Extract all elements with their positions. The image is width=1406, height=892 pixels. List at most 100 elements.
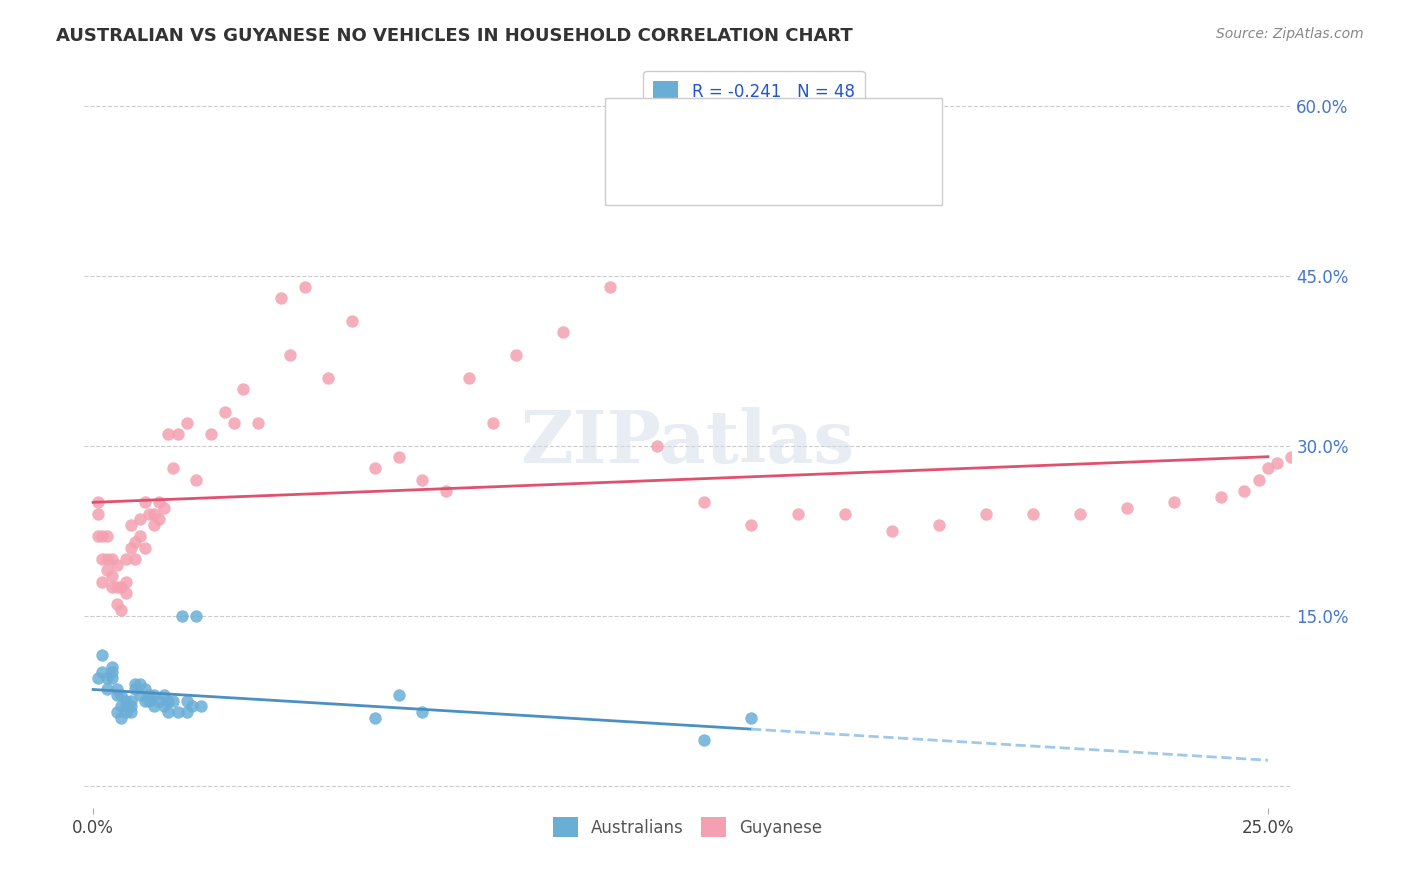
Point xyxy=(505,348,527,362)
Point xyxy=(115,574,138,589)
Point xyxy=(87,671,110,685)
Point xyxy=(110,699,132,714)
Point xyxy=(645,439,668,453)
Point xyxy=(120,699,142,714)
Point xyxy=(91,648,114,663)
Point xyxy=(105,558,128,572)
Point xyxy=(364,461,387,475)
Point xyxy=(434,484,457,499)
Point xyxy=(411,473,433,487)
Point xyxy=(148,495,170,509)
Point xyxy=(740,518,762,533)
Point xyxy=(172,608,194,623)
Point xyxy=(166,427,188,442)
Point xyxy=(91,665,114,680)
Point xyxy=(157,427,180,442)
Point xyxy=(270,292,292,306)
Point xyxy=(101,552,124,566)
Point xyxy=(166,705,188,719)
Point xyxy=(96,529,118,543)
Point xyxy=(280,348,302,362)
Point xyxy=(87,507,110,521)
Point xyxy=(232,382,254,396)
Point xyxy=(110,688,132,702)
Legend: Australians, Guyanese: Australians, Guyanese xyxy=(547,810,830,844)
Point xyxy=(316,371,339,385)
Point xyxy=(129,677,152,691)
Point xyxy=(134,541,156,555)
Point xyxy=(124,682,146,697)
Point xyxy=(880,524,903,538)
Point xyxy=(834,507,856,521)
Point xyxy=(110,603,132,617)
Point xyxy=(129,529,152,543)
Point xyxy=(120,518,142,533)
Point xyxy=(162,461,184,475)
Point xyxy=(1281,450,1303,464)
Point xyxy=(190,699,212,714)
Point xyxy=(87,529,110,543)
Point xyxy=(115,705,138,719)
Point xyxy=(340,314,363,328)
Point xyxy=(105,682,128,697)
Point xyxy=(129,512,152,526)
Point xyxy=(101,569,124,583)
Point xyxy=(101,660,124,674)
Point xyxy=(186,608,208,623)
Point xyxy=(110,581,132,595)
Point xyxy=(143,699,166,714)
Point xyxy=(740,711,762,725)
Point xyxy=(481,416,503,430)
Point xyxy=(134,682,156,697)
Point xyxy=(120,705,142,719)
Point xyxy=(134,694,156,708)
Point xyxy=(1069,507,1091,521)
Point xyxy=(928,518,950,533)
Point xyxy=(157,705,180,719)
Point xyxy=(162,694,184,708)
Point xyxy=(222,416,245,430)
Point xyxy=(96,552,118,566)
Point xyxy=(387,450,409,464)
Point xyxy=(186,473,208,487)
Point xyxy=(974,507,997,521)
Point xyxy=(1247,473,1270,487)
Point xyxy=(1257,461,1279,475)
Point xyxy=(1303,439,1326,453)
Point xyxy=(152,688,174,702)
Point xyxy=(787,507,810,521)
Point xyxy=(124,677,146,691)
Point xyxy=(101,671,124,685)
Point xyxy=(143,507,166,521)
Point xyxy=(1116,501,1139,516)
Point xyxy=(96,682,118,697)
Point xyxy=(693,495,716,509)
Point xyxy=(120,694,142,708)
Point xyxy=(157,694,180,708)
Point xyxy=(143,518,166,533)
Point xyxy=(176,416,198,430)
Point xyxy=(176,705,198,719)
Point xyxy=(1022,507,1045,521)
Point xyxy=(124,552,146,566)
Point xyxy=(120,541,142,555)
Point xyxy=(411,705,433,719)
Point xyxy=(551,326,574,340)
Point xyxy=(176,694,198,708)
Point xyxy=(129,688,152,702)
Point xyxy=(138,688,160,702)
Point xyxy=(693,733,716,747)
Point xyxy=(115,694,138,708)
Point xyxy=(180,699,202,714)
Point xyxy=(200,427,222,442)
Point xyxy=(148,512,170,526)
Point xyxy=(110,711,132,725)
Point xyxy=(1267,456,1289,470)
Point xyxy=(115,699,138,714)
Point xyxy=(101,581,124,595)
Point xyxy=(115,586,138,600)
Point xyxy=(87,495,110,509)
Point xyxy=(105,688,128,702)
Point xyxy=(1233,484,1256,499)
Point xyxy=(96,671,118,685)
